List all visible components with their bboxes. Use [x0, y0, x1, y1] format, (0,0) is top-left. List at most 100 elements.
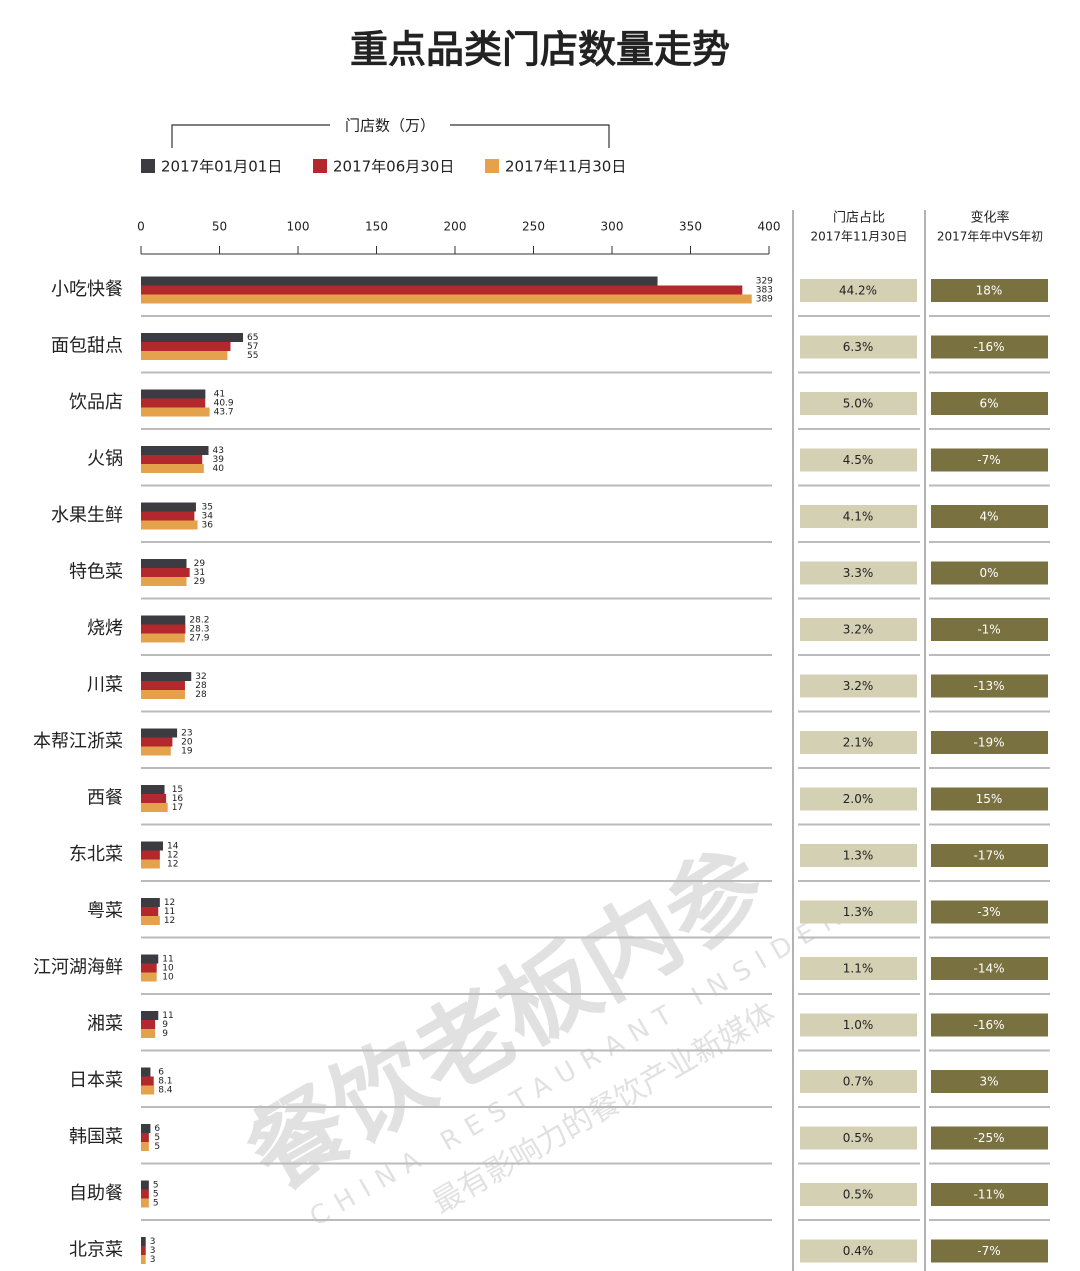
change-label: -11%: [973, 1188, 1004, 1202]
bar: [141, 407, 210, 417]
category-label: 北京菜: [69, 1240, 123, 1261]
value-label: 43.7: [214, 408, 234, 418]
change-label: 4%: [979, 510, 998, 524]
change-label: -3%: [977, 905, 1000, 919]
x-tick-label: 300: [601, 220, 624, 234]
share-cell: [800, 335, 917, 359]
bar: [141, 1189, 149, 1199]
change-cell: [931, 335, 1048, 359]
value-label: 3: [150, 1255, 156, 1265]
change-label: -17%: [973, 849, 1004, 863]
legend-swatch: [485, 159, 499, 173]
x-tick-label: 350: [679, 220, 702, 234]
category-label: 小吃快餐: [51, 279, 123, 300]
bar: [141, 859, 160, 869]
value-label: 12: [164, 916, 175, 926]
share-label: 1.1%: [843, 962, 874, 976]
x-tick-label: 400: [758, 220, 781, 234]
change-cell: [931, 844, 1048, 867]
bar: [141, 785, 165, 794]
share-label: 0.7%: [843, 1075, 874, 1089]
change-cell: [931, 1239, 1048, 1263]
share-cell: [800, 844, 917, 867]
bar: [141, 1133, 149, 1142]
change-label: -13%: [973, 679, 1004, 693]
category-label: 饮品店: [69, 392, 123, 413]
share-label: 1.0%: [843, 1018, 874, 1032]
bar: [141, 511, 195, 521]
change-cell: [931, 1013, 1048, 1037]
x-tick-label: 0: [137, 220, 145, 234]
value-label: 28.2: [189, 616, 209, 626]
value-label: 28: [195, 681, 207, 691]
bar: [141, 446, 209, 455]
value-label: 15: [172, 785, 183, 795]
change-cell: [931, 957, 1048, 980]
share-label: 3.3%: [843, 566, 874, 580]
share-cell: [800, 731, 917, 754]
legend-label: 2017年11月30日: [505, 158, 626, 176]
share-cell: [800, 279, 917, 302]
share-cell: [800, 1183, 917, 1206]
bar: [141, 559, 187, 568]
value-label: 43: [213, 446, 224, 456]
category-label: 火锅: [87, 449, 123, 470]
bar: [141, 577, 187, 586]
bar: [141, 672, 192, 681]
value-label: 41: [214, 390, 225, 400]
category-label: 西餐: [87, 788, 123, 809]
bar: [141, 1124, 151, 1133]
category-label: 湘菜: [87, 1014, 123, 1035]
value-label: 8.4: [158, 1086, 173, 1096]
change-cell: [931, 1126, 1048, 1150]
bar: [141, 398, 206, 408]
x-tick-label: 50: [212, 220, 227, 234]
change-label: 3%: [979, 1075, 998, 1089]
share-cell: [800, 505, 917, 528]
value-label: 39: [213, 455, 225, 465]
value-label: 11: [162, 1011, 173, 1021]
value-label: 6: [158, 1068, 164, 1078]
bar: [141, 1011, 159, 1020]
change-cell: [931, 448, 1048, 472]
x-tick-label: 250: [522, 220, 545, 234]
category-label: 日本菜: [69, 1070, 123, 1091]
value-label: 383: [756, 286, 773, 296]
value-label: 40.9: [214, 399, 234, 409]
share-label: 44.2%: [839, 284, 877, 298]
change-cell: [931, 731, 1048, 754]
share-label: 2.1%: [843, 736, 874, 750]
value-label: 28.3: [189, 625, 209, 635]
change-cell: [931, 561, 1048, 585]
bar: [141, 690, 185, 699]
bar: [141, 333, 244, 342]
value-label: 35: [202, 503, 213, 513]
bar: [141, 850, 160, 860]
share-label: 5.0%: [843, 397, 874, 411]
share-label: 4.5%: [843, 453, 874, 467]
value-label: 34: [202, 512, 214, 522]
change-label: -14%: [973, 962, 1004, 976]
share-cell: [800, 957, 917, 980]
category-label: 自助餐: [69, 1183, 123, 1204]
bar: [141, 294, 752, 304]
value-label: 3: [150, 1237, 156, 1247]
bar: [141, 520, 198, 530]
share-cell: [800, 900, 917, 924]
change-cell: [931, 674, 1048, 698]
x-axis-label: 门店数（万）: [345, 117, 435, 135]
change-label: 15%: [976, 792, 1003, 806]
bar: [141, 972, 157, 982]
share-cell: [800, 1126, 917, 1150]
bar: [141, 737, 173, 747]
change-label: -16%: [973, 1018, 1004, 1032]
value-label: 32: [195, 672, 206, 682]
value-label: 10: [162, 973, 174, 983]
bar: [141, 389, 206, 399]
change-label: -7%: [977, 1244, 1000, 1258]
bar: [141, 1255, 146, 1264]
share-cell: [800, 1239, 917, 1263]
bar: [141, 285, 743, 295]
share-label: 0.5%: [843, 1188, 874, 1202]
value-label: 65: [247, 333, 258, 343]
